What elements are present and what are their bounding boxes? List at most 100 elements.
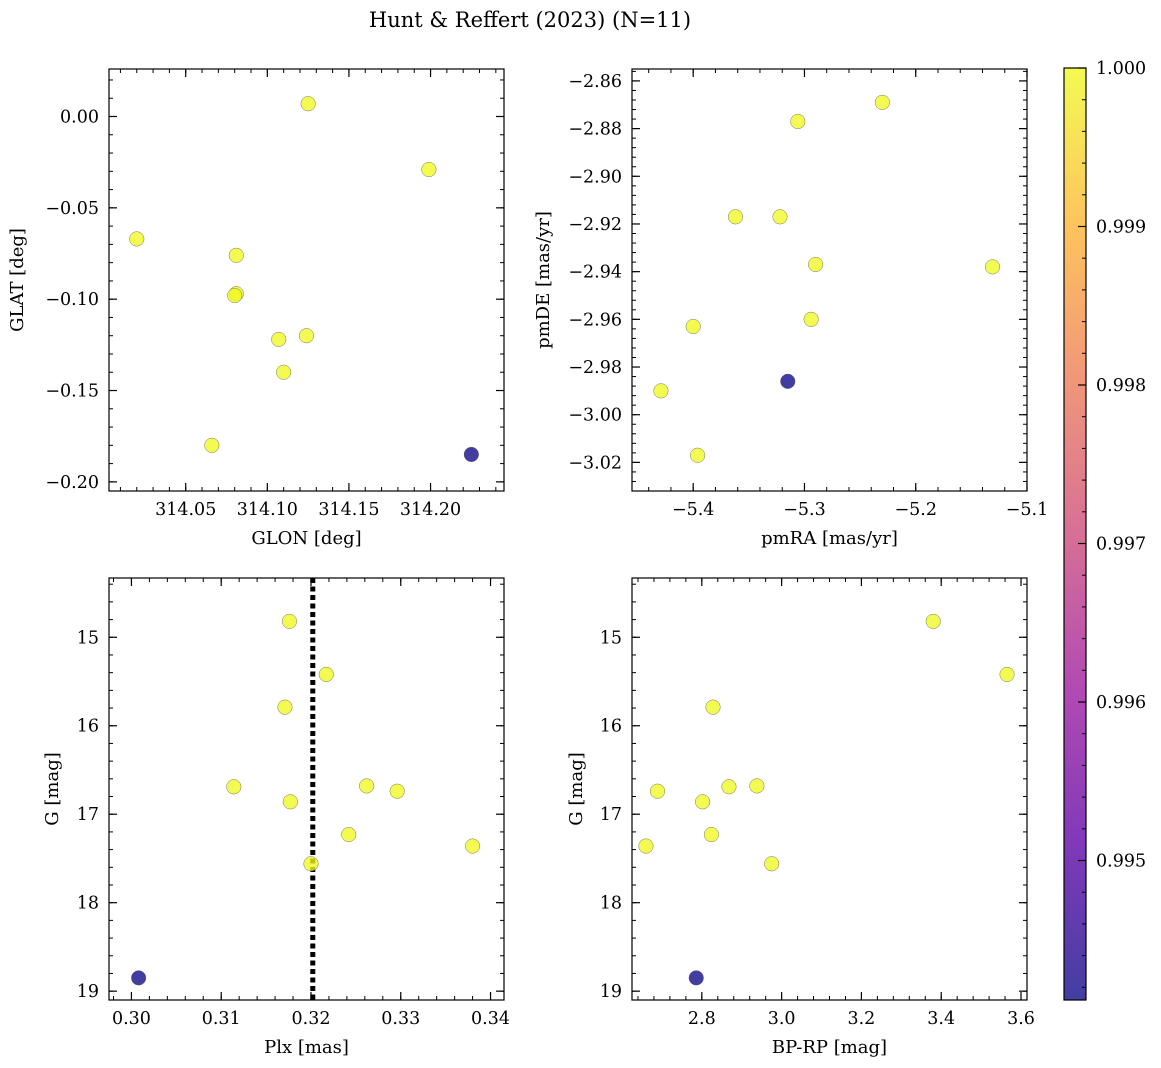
minor-ticks bbox=[109, 578, 504, 1000]
colorbar-tick-label: 0.995 bbox=[1096, 852, 1146, 872]
data-point bbox=[227, 288, 243, 304]
y-tick-label: −3.02 bbox=[568, 453, 622, 473]
data-point bbox=[688, 970, 704, 986]
x-tick-label: 0.30 bbox=[112, 1009, 151, 1029]
x-tick-label: −5.4 bbox=[672, 500, 715, 520]
data-point bbox=[790, 113, 806, 129]
data-point bbox=[276, 364, 292, 380]
y-axis-label: pmDE [mas/yr] bbox=[533, 211, 554, 349]
data-point bbox=[749, 778, 765, 794]
x-tick-label: 0.32 bbox=[292, 1009, 331, 1029]
colorbar-tick-label: 0.999 bbox=[1096, 218, 1146, 238]
colorbar-tick-label: 0.998 bbox=[1096, 376, 1146, 396]
data-point bbox=[638, 838, 654, 854]
panels: 314.05 314.10 314.15 314.20 0.00 −0.05 −0.10 −0… bbox=[7, 68, 1048, 1058]
x-tick-label: 3.4 bbox=[927, 1009, 955, 1029]
data-point bbox=[303, 856, 319, 872]
data-point bbox=[874, 94, 890, 110]
y-tick-label: 17 bbox=[77, 805, 99, 825]
colorbar-frame bbox=[1063, 67, 1087, 1001]
panel-pm: −5.4 −5.3 −5.2 −5.1 −2.86 −2.88 −2.90 −2.92 −2.9… bbox=[533, 68, 1048, 549]
data-point bbox=[764, 856, 780, 872]
y-tick-label: −2.88 bbox=[568, 120, 622, 140]
y-tick-label: 16 bbox=[600, 717, 622, 737]
y-tick-label: −2.92 bbox=[568, 215, 622, 235]
x-axis-label: pmRA [mas/yr] bbox=[761, 528, 898, 549]
x-tick-label: 314.15 bbox=[318, 500, 379, 520]
minor-ticks bbox=[632, 69, 1028, 491]
x-tick-label: −5.3 bbox=[783, 500, 826, 520]
y-tick-label: −2.86 bbox=[568, 72, 622, 92]
data-point bbox=[925, 613, 941, 629]
x-tick-label: −5.2 bbox=[894, 500, 937, 520]
y-tick-label: 15 bbox=[77, 628, 99, 648]
data-point bbox=[690, 447, 706, 463]
panel-glon-glat: 314.05 314.10 314.15 314.20 0.00 −0.05 −0.10 −0… bbox=[7, 68, 505, 549]
x-tick-label: 0.34 bbox=[471, 1009, 510, 1029]
y-tick-label: −2.96 bbox=[568, 310, 622, 330]
x-tick-label: 314.10 bbox=[237, 500, 298, 520]
data-point bbox=[226, 779, 242, 795]
panel-cmd: 2.8 3.0 3.2 3.4 3.6 15 16 17 18 19 BP-RP [mag] G [m… bbox=[566, 577, 1035, 1058]
data-point bbox=[695, 794, 711, 810]
data-point bbox=[653, 383, 669, 399]
y-tick-label: −0.05 bbox=[45, 199, 99, 219]
colorbar-tick-label: 0.996 bbox=[1096, 693, 1146, 713]
data-point bbox=[772, 209, 788, 225]
data-point bbox=[359, 778, 375, 794]
y-tick-label: −0.20 bbox=[45, 473, 99, 493]
x-tick-label: 3.0 bbox=[768, 1009, 796, 1029]
y-axis-label: G [mag] bbox=[42, 752, 63, 825]
y-tick-label: 15 bbox=[600, 628, 622, 648]
x-tick-label: 2.8 bbox=[688, 1009, 716, 1029]
axes-frame bbox=[631, 577, 1028, 1001]
y-tick-label: 17 bbox=[600, 805, 622, 825]
y-tick-label: −0.10 bbox=[45, 290, 99, 310]
x-tick-label: 314.20 bbox=[400, 500, 461, 520]
data-point bbox=[780, 373, 796, 389]
x-axis-label: BP-RP [mag] bbox=[772, 1037, 887, 1058]
data-point bbox=[727, 209, 743, 225]
colorbar-gradient bbox=[1064, 68, 1086, 1000]
y-tick-label: 19 bbox=[600, 982, 622, 1002]
data-point bbox=[129, 231, 145, 247]
minor-ticks bbox=[109, 69, 504, 491]
y-tick-label: −2.94 bbox=[568, 263, 622, 283]
x-tick-label: 0.33 bbox=[381, 1009, 420, 1029]
data-point bbox=[282, 794, 298, 810]
y-tick-label: −2.98 bbox=[568, 358, 622, 378]
data-point bbox=[204, 437, 220, 453]
data-point bbox=[999, 666, 1015, 682]
data-point bbox=[703, 827, 719, 843]
x-axis-label: GLON [deg] bbox=[251, 528, 361, 549]
data-point bbox=[299, 328, 315, 344]
data-point bbox=[721, 779, 737, 795]
y-tick-label: −0.15 bbox=[45, 382, 99, 402]
data-point bbox=[650, 783, 666, 799]
y-axis-label: GLAT [deg] bbox=[7, 228, 28, 332]
colorbar-tick-label: 1.000 bbox=[1096, 59, 1146, 79]
y-tick-label: 18 bbox=[600, 894, 622, 914]
data-point bbox=[318, 666, 334, 682]
x-tick-label: 314.05 bbox=[155, 500, 216, 520]
x-tick-label: 3.2 bbox=[847, 1009, 875, 1029]
data-point bbox=[421, 161, 437, 177]
data-point bbox=[465, 838, 481, 854]
data-point bbox=[271, 331, 287, 347]
y-tick-label: 16 bbox=[77, 717, 99, 737]
data-point bbox=[803, 311, 819, 327]
data-point bbox=[281, 613, 297, 629]
y-tick-label: 19 bbox=[77, 982, 99, 1002]
data-point bbox=[463, 446, 479, 462]
y-tick-label: 0.00 bbox=[60, 107, 99, 127]
data-point bbox=[228, 247, 244, 263]
x-tick-label: 3.6 bbox=[1007, 1009, 1035, 1029]
y-tick-label: 18 bbox=[77, 894, 99, 914]
y-axis-label: G [mag] bbox=[566, 752, 587, 825]
y-tick-label: −2.90 bbox=[568, 167, 622, 187]
data-point bbox=[300, 96, 316, 112]
x-axis-label: Plx [mas] bbox=[264, 1037, 349, 1058]
x-tick-label: 0.31 bbox=[202, 1009, 241, 1029]
data-point bbox=[277, 699, 293, 715]
